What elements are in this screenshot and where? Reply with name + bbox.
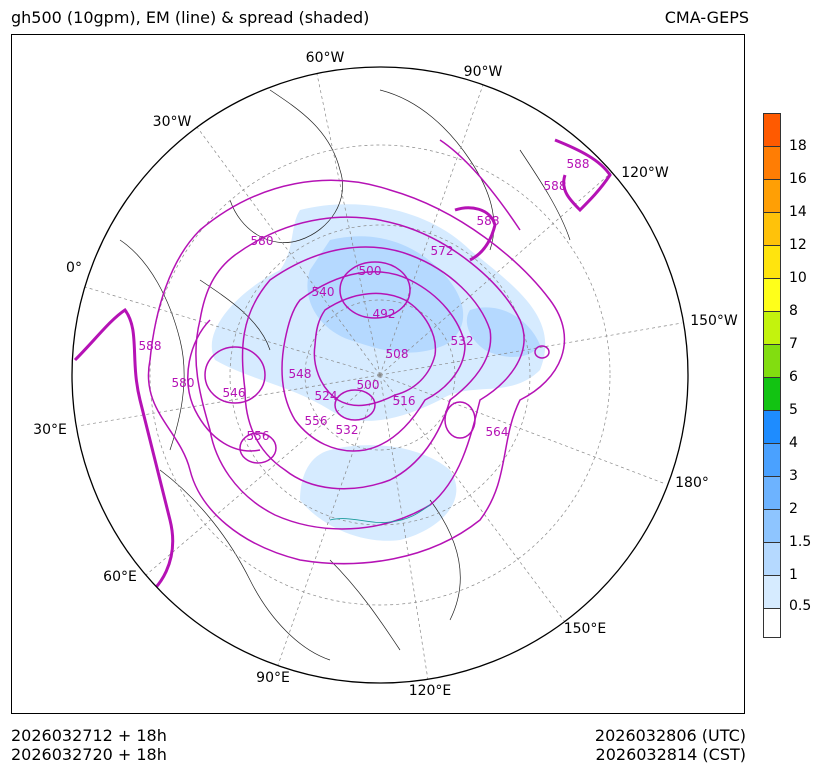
colorbar-tick: 3: [789, 468, 798, 484]
colorbar-seg: [763, 146, 781, 180]
contour-label: 524: [315, 389, 338, 403]
colorbar-seg: [763, 311, 781, 345]
colorbar-seg: [763, 344, 781, 378]
colorbar-tick: 1: [789, 567, 798, 583]
lon-label-150w: 150°W: [690, 313, 738, 329]
height-contours: [147, 139, 566, 565]
colorbar-tick: 7: [789, 336, 798, 352]
contour-label: 500: [357, 378, 380, 392]
colorbar-tick: 0.5: [789, 598, 812, 614]
contour-label: 588: [477, 214, 500, 228]
valid-time-utc: 2026032806 (UTC): [594, 726, 746, 745]
contour-label: 588: [567, 157, 590, 171]
colorbar-tick: 10: [789, 270, 807, 286]
colorbar-seg: [763, 608, 781, 638]
valid-time-cst: 2026032814 (CST): [595, 745, 746, 764]
lon-label-150e: 150°E: [563, 621, 607, 637]
contour-label: 500: [359, 264, 382, 278]
colorbar-seg: [763, 509, 781, 543]
colorbar-seg: [763, 410, 781, 444]
contour-label: 588: [544, 179, 567, 193]
contour-588: [73, 138, 612, 602]
contour-label: 548: [289, 367, 312, 381]
contour-label: 556: [305, 414, 328, 428]
colorbar-tick: 1.5: [789, 534, 812, 550]
colorbar-tick: 8: [789, 303, 798, 319]
contour-label: 508: [386, 347, 409, 361]
lon-label-180: 180°: [675, 475, 709, 491]
contour-label: 572: [431, 244, 454, 258]
colorbar-tick: 14: [789, 204, 807, 220]
chart-title: gh500 (10gpm), EM (line) & spread (shade…: [11, 8, 370, 27]
colorbar-seg: [763, 113, 781, 147]
init-time-utc: 2026032712 + 18h: [11, 726, 167, 745]
lon-label-90w: 90°W: [463, 64, 503, 80]
lon-label-120e: 120°E: [408, 683, 452, 699]
lon-label-60e: 60°E: [103, 569, 137, 585]
contour-label: 564: [486, 425, 509, 439]
contour-labels: 588 588 588 580 572 500 540 492 532 588 …: [139, 157, 590, 443]
map-frame: [11, 34, 745, 714]
lon-label-120w: 120°W: [621, 165, 669, 181]
init-time: 2026032712 + 18h 2026032720 + 18h: [11, 726, 167, 764]
contour-label: 532: [451, 334, 474, 348]
colorbar-seg: [763, 542, 781, 576]
colorbar-seg: [763, 443, 781, 477]
colorbar-seg: [763, 212, 781, 246]
coastline-lakes: [329, 504, 431, 523]
colorbar-seg: [763, 575, 781, 609]
init-time-cst: 2026032720 + 18h: [11, 745, 167, 764]
valid-time: 2026032806 (UTC) 2026032814 (CST): [595, 726, 746, 764]
contour-label: 532: [336, 423, 359, 437]
lon-label-60w: 60°W: [305, 50, 345, 66]
colorbar-seg: [763, 377, 781, 411]
contour-label: 588: [139, 339, 162, 353]
lon-label-0: 0°: [66, 260, 82, 276]
contour-label: 540: [312, 285, 335, 299]
model-name: CMA-GEPS: [664, 8, 749, 27]
colorbar-tick: 6: [789, 369, 798, 385]
colorbar-tick: 5: [789, 402, 798, 418]
colorbar-tick: 12: [789, 237, 807, 253]
contour-label: 492: [373, 307, 396, 321]
map-boundary: [71, 66, 689, 684]
contour-label: 556: [247, 429, 270, 443]
colorbar-seg: [763, 245, 781, 279]
colorbar-seg: [763, 476, 781, 510]
lon-label-30e: 30°E: [33, 422, 67, 438]
contour-label: 516: [393, 394, 416, 408]
lon-label-30w: 30°W: [152, 114, 192, 130]
colorbar-tick: 16: [789, 171, 807, 187]
colorbar-tick: 4: [789, 435, 798, 451]
graticule: [77, 73, 683, 681]
contour-label: 546: [223, 386, 246, 400]
spread-shade-asia: [300, 445, 457, 541]
contour-label: 580: [251, 234, 274, 248]
colorbar-tick: 18: [789, 138, 807, 154]
colorbar-seg: [763, 179, 781, 213]
contour-label: 580: [172, 376, 195, 390]
colorbar-tick: 2: [789, 501, 798, 517]
colorbar-seg: [763, 278, 781, 312]
lon-label-90e: 90°E: [256, 670, 290, 686]
